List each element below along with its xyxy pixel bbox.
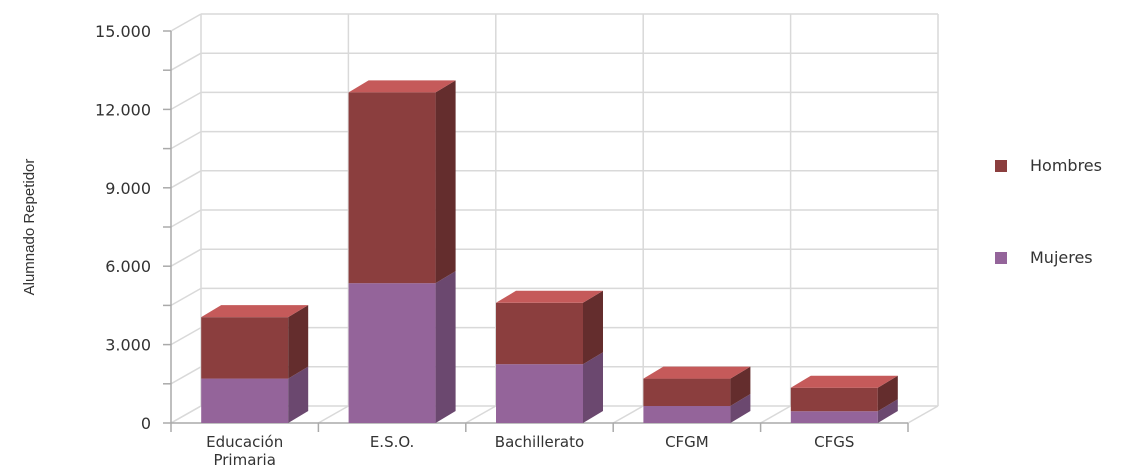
grid-line-depth <box>170 130 202 150</box>
x-tick-label: CFGM <box>665 433 709 451</box>
grid-line-depth <box>170 91 202 111</box>
bar-bachillerato-hombres-side <box>583 290 603 365</box>
y-tick-label: 15.000 <box>95 22 151 41</box>
grid-line-floor <box>170 405 202 424</box>
legend-swatch-hombres <box>995 160 1007 172</box>
grid-line-depth <box>170 170 202 189</box>
chart-legend: Hombres Mujeres <box>995 156 1102 267</box>
bar-educaci-n-primaria-hombres-top <box>201 305 309 318</box>
bar-cfgm-hombres-side <box>730 366 751 407</box>
bar-educaci-n-primaria-hombres-front <box>201 317 289 379</box>
y-tick-label: 3.000 <box>105 336 151 355</box>
y-axis-title: Alumnado Repetidor <box>21 159 38 296</box>
bar-cfgm-hombres-front <box>643 378 731 407</box>
chart-labels: 0 3.000 6.000 9.000 12.000 15.000 Educación Pri… <box>21 22 854 469</box>
bar-cfgm-mujeres-side <box>730 394 751 423</box>
legend-swatch-mujeres <box>995 252 1007 264</box>
grid-line-floor <box>907 405 939 424</box>
grid-line-depth <box>170 248 202 267</box>
bar-e-s-o--hombres-front <box>348 92 436 284</box>
x-tick-label: Educación Primaria <box>206 433 283 469</box>
y-tick-label: 0 <box>141 414 151 433</box>
bar-cfgm-mujeres-front <box>643 406 731 423</box>
bar-e-s-o--hombres-side <box>435 80 456 284</box>
legend-label-hombres: Hombres <box>1030 156 1102 175</box>
grid-line-depth <box>170 13 202 32</box>
x-tick-label: CFGS <box>814 433 854 451</box>
bar-bachillerato-mujeres-side <box>583 352 603 423</box>
grid-line-depth <box>170 287 202 307</box>
bar-cfgs-mujeres-side <box>877 399 898 423</box>
grid-line-floor <box>760 405 791 424</box>
bar-e-s-o--hombres-top <box>348 80 456 93</box>
y-tick-label: 9.000 <box>105 179 151 198</box>
bar-cfgm-hombres-top <box>643 366 751 379</box>
bar-bachillerato-hombres-top <box>496 290 603 303</box>
grid-line-depth <box>170 366 202 385</box>
chart-grid <box>170 13 939 424</box>
bar-bachillerato-mujeres-front <box>496 364 583 423</box>
bar-educaci-n-primaria-mujeres-front <box>201 378 289 423</box>
grid-line-floor <box>465 405 497 424</box>
x-tick-label: Bachillerato <box>495 433 584 451</box>
grid-line-floor <box>318 405 349 424</box>
y-tick-label: 6.000 <box>105 257 151 276</box>
bar-cfgs-hombres-top <box>790 375 898 388</box>
legend-label-mujeres: Mujeres <box>1030 248 1093 267</box>
chart-bars <box>201 80 898 423</box>
bar-educaci-n-primaria-hombres-side <box>288 305 309 379</box>
bar-cfgs-hombres-side <box>877 375 898 412</box>
bar-e-s-o--mujeres-front <box>348 283 436 423</box>
y-tick-label: 12.000 <box>95 100 151 119</box>
bar-cfgs-hombres-front <box>790 387 878 412</box>
grid-line-depth <box>170 326 202 346</box>
grid-line-depth <box>170 52 202 71</box>
bar-e-s-o--mujeres-side <box>435 271 456 423</box>
bar-educaci-n-primaria-mujeres-side <box>288 366 309 423</box>
grid-line-depth <box>170 209 202 228</box>
grid-line-floor <box>612 405 644 424</box>
x-tick-label: E.S.O. <box>370 433 415 451</box>
bar-cfgs-mujeres-front <box>790 411 878 423</box>
bar-bachillerato-hombres-front <box>496 302 583 365</box>
